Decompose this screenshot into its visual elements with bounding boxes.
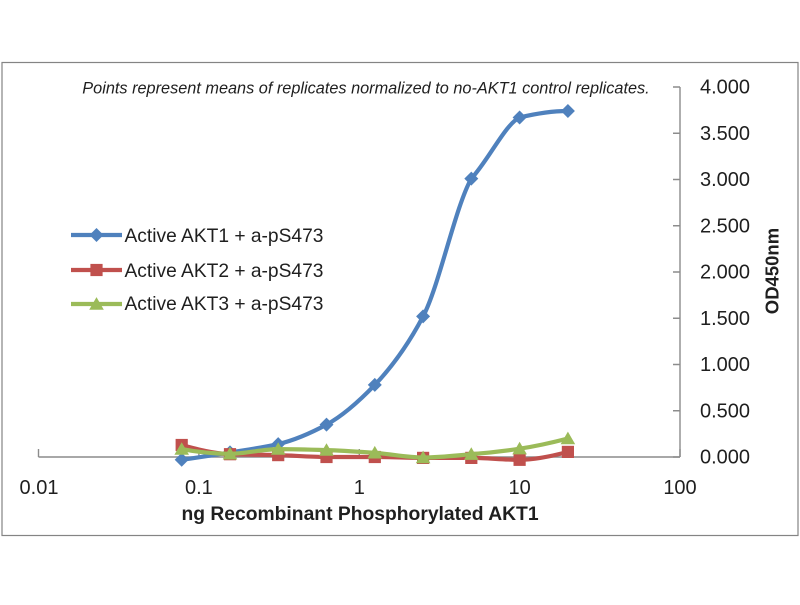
svg-text:2.500: 2.500	[700, 215, 750, 237]
svg-text:10: 10	[508, 477, 530, 499]
svg-text:0.000: 0.000	[700, 447, 750, 469]
svg-text:0.1: 0.1	[185, 477, 213, 499]
svg-text:1: 1	[354, 477, 365, 499]
svg-text:0.500: 0.500	[700, 400, 750, 422]
svg-text:3.000: 3.000	[700, 169, 750, 191]
svg-text:Active AKT3 + a-pS473: Active AKT3 + a-pS473	[125, 294, 324, 315]
svg-text:ng Recombinant Phosphorylated: ng Recombinant Phosphorylated AKT1	[181, 504, 538, 525]
svg-text:Points represent means of repl: Points represent means of replicates nor…	[82, 80, 649, 98]
svg-text:3.500: 3.500	[700, 123, 750, 145]
svg-text:Active AKT2 + a-pS473: Active AKT2 + a-pS473	[125, 261, 324, 282]
svg-text:Active AKT1 + a-pS473: Active AKT1 + a-pS473	[125, 226, 324, 247]
svg-text:1.000: 1.000	[700, 354, 750, 376]
svg-text:OD450nm: OD450nm	[762, 228, 783, 314]
svg-text:2.000: 2.000	[700, 262, 750, 284]
svg-text:0.01: 0.01	[20, 477, 59, 499]
svg-text:4.000: 4.000	[700, 77, 750, 99]
svg-text:1.500: 1.500	[700, 308, 750, 330]
svg-text:100: 100	[663, 477, 696, 499]
